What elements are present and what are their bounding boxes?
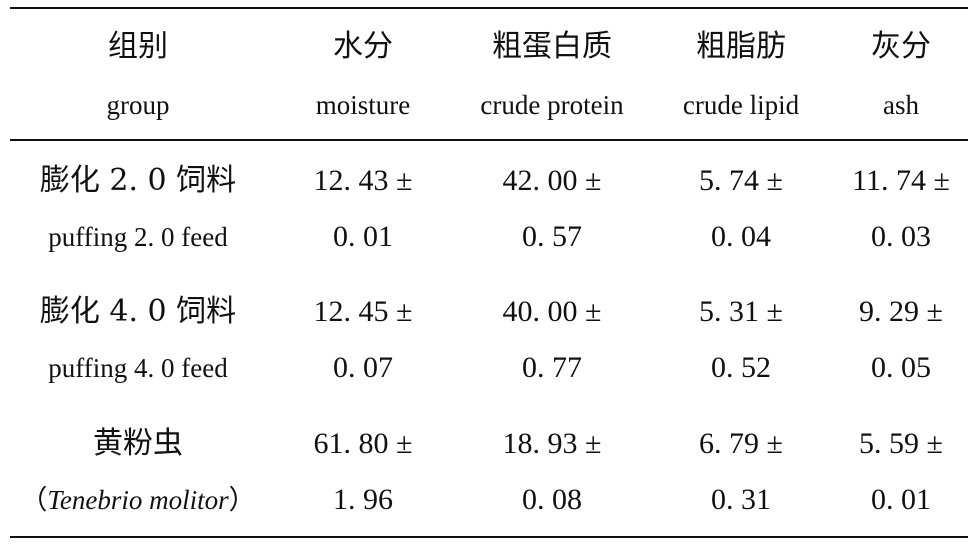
row3-group-en-species: Tenebrio molitor (47, 485, 229, 515)
row3-protein-sd: 0. 08 (522, 483, 582, 516)
row2-group-cn: 膨化 4. 0 饲料 (39, 294, 237, 329)
row1-lipid-mean: 5. 74 ± (699, 164, 783, 197)
row2-group-en: puffing 4. 0 feed (48, 353, 228, 383)
row1-moisture-mean: 12. 43 ± (313, 164, 413, 197)
row2-ash-mean: 9. 29 ± (859, 295, 943, 328)
row1-lipid-sd: 0. 04 (711, 220, 771, 253)
header-lipid-en: crude lipid (682, 90, 800, 120)
header-ash-en: ash (883, 90, 919, 120)
header-moisture-cn: 水分 (333, 29, 393, 64)
row3-protein-mean: 18. 93 ± (502, 427, 602, 460)
row2-lipid-sd: 0. 52 (711, 351, 771, 384)
header-protein-cn: 粗蛋白质 (492, 29, 612, 64)
header-ash-cn: 灰分 (871, 29, 931, 64)
table-bottom-rule (10, 536, 968, 538)
header-group-en: group (106, 90, 170, 120)
row3-moisture-sd: 1. 96 (333, 483, 393, 516)
table-top-rule (10, 7, 968, 9)
row1-ash-sd: 0. 03 (871, 220, 931, 253)
row1-protein-mean: 42. 00 ± (502, 164, 602, 197)
row3-moisture-mean: 61. 80 ± (313, 427, 413, 460)
header-group-cn: 组别 (108, 29, 168, 64)
header-moisture-en: moisture (315, 90, 411, 120)
table-header-rule (10, 139, 968, 141)
row3-group-cn: 黄粉虫 (93, 426, 183, 461)
row3-group-en-open: （ (20, 485, 48, 515)
row3-ash-sd: 0. 01 (871, 483, 931, 516)
row2-ash-sd: 0. 05 (871, 351, 931, 384)
row1-group-en: puffing 2. 0 feed (48, 222, 228, 252)
row3-lipid-sd: 0. 31 (711, 483, 771, 516)
row3-group-en-close: ） (228, 485, 256, 515)
row2-moisture-sd: 0. 07 (333, 351, 393, 384)
row1-ash-mean: 11. 74 ± (852, 164, 950, 197)
row2-protein-mean: 40. 00 ± (502, 295, 602, 328)
row1-protein-sd: 0. 57 (522, 220, 582, 253)
row2-moisture-mean: 12. 45 ± (313, 295, 413, 328)
header-lipid-cn: 粗脂肪 (696, 29, 786, 64)
row3-lipid-mean: 6. 79 ± (699, 427, 783, 460)
row2-protein-sd: 0. 77 (522, 351, 582, 384)
row3-group-en: （Tenebrio molitor） (18, 487, 258, 514)
row1-moisture-sd: 0. 01 (333, 220, 393, 253)
row1-group-cn: 膨化 2. 0 饲料 (39, 163, 237, 198)
header-protein-en: crude protein (480, 90, 624, 120)
row2-lipid-mean: 5. 31 ± (699, 295, 783, 328)
row3-ash-mean: 5. 59 ± (859, 427, 943, 460)
